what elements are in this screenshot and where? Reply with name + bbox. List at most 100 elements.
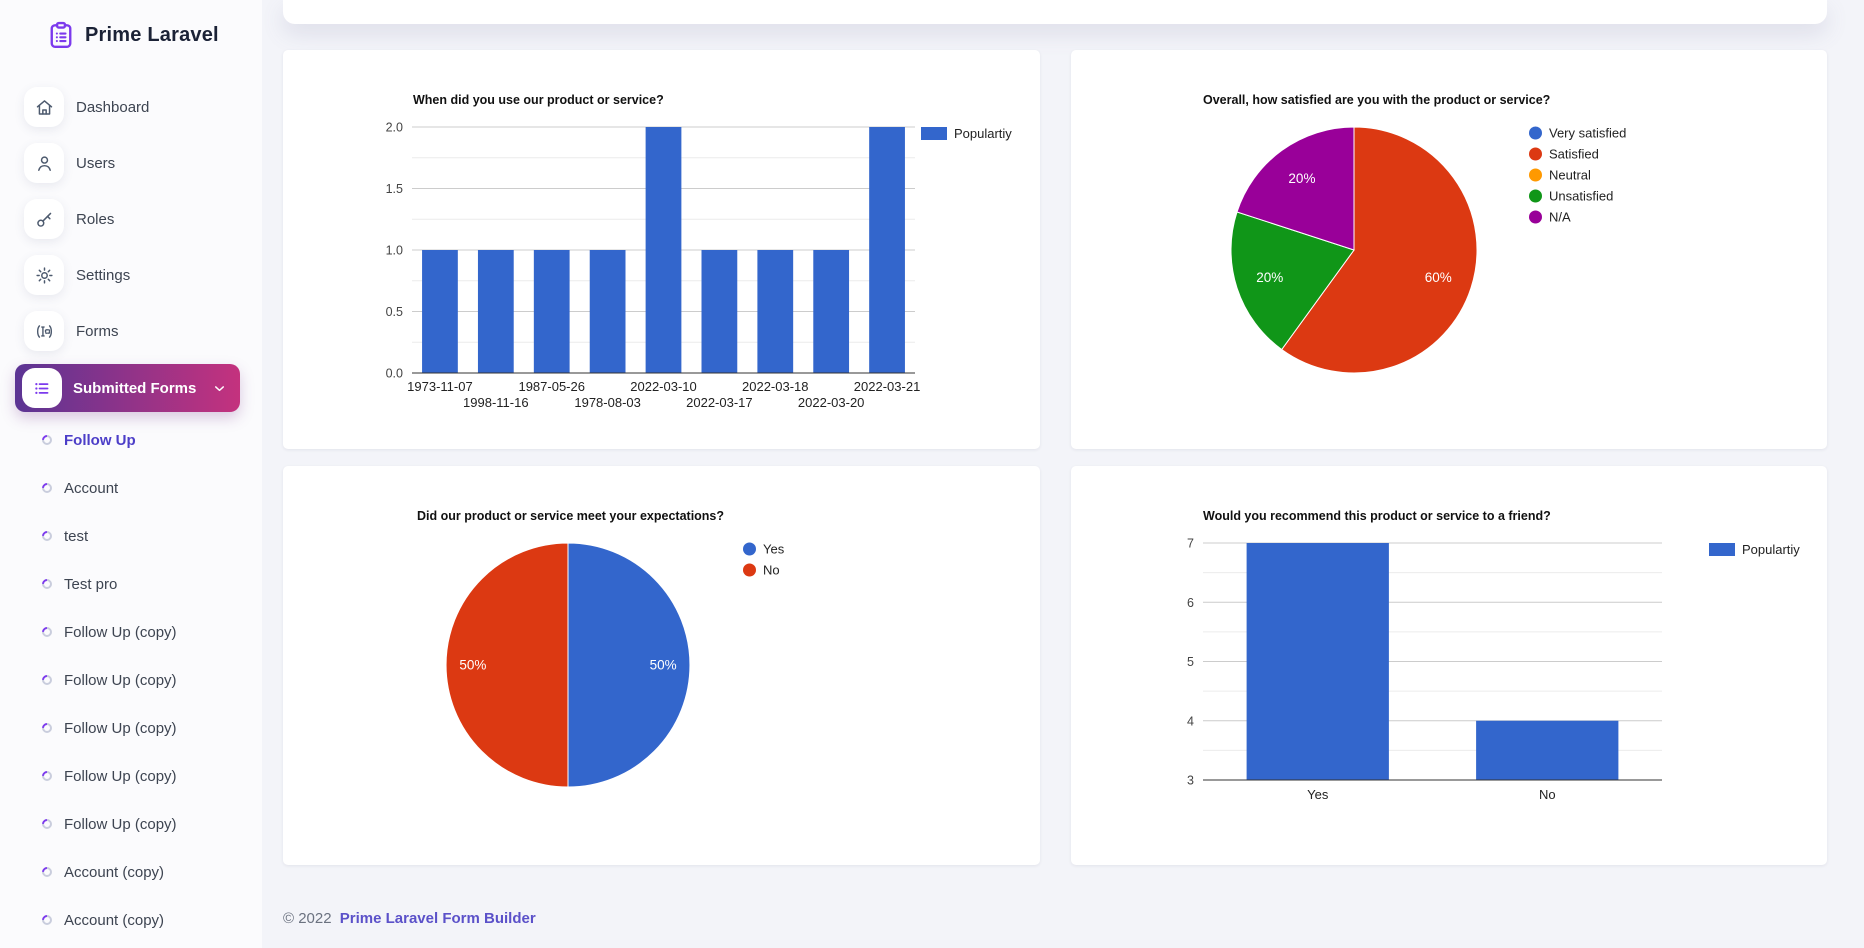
legend-label: No xyxy=(763,563,780,578)
user-icon xyxy=(24,143,64,183)
legend-label: Very satisfied xyxy=(1549,126,1626,141)
submitted-form-item-follow-up-copy[interactable]: Follow Up (copy) xyxy=(0,656,262,704)
submitted-form-item-follow-up-copy[interactable]: Follow Up (copy) xyxy=(0,752,262,800)
y-axis-label: 3 xyxy=(1187,774,1194,788)
bar-chart-recommend: 3 4 5 6 7 Yes No Populartiy xyxy=(1187,537,1800,803)
form-bullet-icon xyxy=(39,816,55,832)
sidebar-item-users[interactable]: Users xyxy=(0,135,262,191)
x-axis-label: 2022-03-17 xyxy=(686,395,753,410)
chart-card-usage: When did you use our product or service?… xyxy=(283,50,1040,449)
home-icon xyxy=(24,87,64,127)
bar-1973-11-07[interactable] xyxy=(422,250,458,373)
y-axis-label: 1.5 xyxy=(386,182,403,196)
submitted-form-item-account-copy[interactable]: Account (copy) xyxy=(0,896,262,944)
form-item-label: Follow Up (copy) xyxy=(64,767,177,785)
form-item-label: Follow Up (copy) xyxy=(64,815,177,833)
forms-icon xyxy=(24,311,64,351)
bar-2022-03-17[interactable] xyxy=(701,250,738,373)
legend-label: Neutral xyxy=(1549,168,1591,183)
submitted-form-item-test-pro[interactable]: Test pro xyxy=(0,560,262,608)
submitted-forms-list: Follow Up Account test Test pro Follow U… xyxy=(0,416,262,944)
form-item-label: Follow Up (copy) xyxy=(64,623,177,641)
form-item-label: Follow Up xyxy=(64,431,136,449)
sidebar-item-label: Dashboard xyxy=(76,98,150,116)
form-bullet-icon xyxy=(39,720,55,736)
topbar xyxy=(283,0,1827,24)
legend-label: Satisfied xyxy=(1549,147,1599,162)
sidebar-item-roles[interactable]: Roles xyxy=(0,191,262,247)
main-content: When did you use our product or service?… xyxy=(262,0,1864,948)
bar-1998-11-16[interactable] xyxy=(477,250,514,373)
legend-swatch xyxy=(1529,210,1542,224)
chevron-down-icon[interactable] xyxy=(212,381,227,396)
bar-no[interactable] xyxy=(1476,720,1619,780)
legend-swatch xyxy=(1529,189,1542,203)
submitted-form-item-account-copy[interactable]: Account (copy) xyxy=(0,848,262,896)
pie-slice-satisfied[interactable] xyxy=(1281,126,1478,374)
logo-text: Prime Laravel xyxy=(85,23,219,46)
logo[interactable]: Prime Laravel xyxy=(0,0,262,50)
bar-2022-03-18[interactable] xyxy=(757,250,794,373)
submitted-form-item-follow-up[interactable]: Follow Up xyxy=(0,416,262,464)
legend-swatch xyxy=(1529,168,1542,182)
pie-slice-value: 20% xyxy=(1288,171,1315,186)
bar-2022-03-10[interactable] xyxy=(645,127,682,373)
legend-label: Yes xyxy=(763,542,785,557)
x-axis-label: No xyxy=(1539,787,1556,802)
legend-swatch xyxy=(921,127,947,140)
y-axis-label: 4 xyxy=(1187,714,1194,728)
pie-slice-no[interactable] xyxy=(445,542,569,788)
sidebar-item-label: Settings xyxy=(76,266,131,284)
submitted-form-item-follow-up-copy[interactable]: Follow Up (copy) xyxy=(0,608,262,656)
x-axis-label: 1973-11-07 xyxy=(407,379,473,394)
submitted-form-item-account[interactable]: Account xyxy=(0,464,262,512)
legend-swatch xyxy=(1529,147,1542,161)
bar-yes[interactable] xyxy=(1246,543,1389,780)
bar-1987-05-26[interactable] xyxy=(533,250,570,373)
x-axis-label: 1978-08-03 xyxy=(574,395,641,410)
sidebar-item-dashboard[interactable]: Dashboard xyxy=(0,79,262,135)
footer-link[interactable]: Prime Laravel Form Builder xyxy=(339,910,536,927)
pie-slice-value: 50% xyxy=(459,658,486,673)
sidebar-item-label: Forms xyxy=(76,322,119,340)
pie-slice-value: 60% xyxy=(1425,270,1452,285)
chart-title: Would you recommend this product or serv… xyxy=(1203,509,1551,523)
y-axis-label: 5 xyxy=(1187,655,1194,669)
x-axis-label: Yes xyxy=(1307,787,1329,802)
x-axis-label: 1998-11-16 xyxy=(463,395,529,410)
legend-label: Populartiy xyxy=(1742,542,1800,557)
legend-label: Unsatisfied xyxy=(1549,189,1613,204)
submitted-form-item-follow-up-copy[interactable]: Follow Up (copy) xyxy=(0,800,262,848)
pie-slice-value: 50% xyxy=(650,658,677,673)
form-bullet-icon xyxy=(39,672,55,688)
pie-slice-yes[interactable] xyxy=(567,542,691,788)
submitted-forms-label: Submitted Forms xyxy=(73,379,197,397)
bar-2022-03-20[interactable] xyxy=(813,250,850,373)
form-bullet-icon xyxy=(39,432,55,448)
form-bullet-icon xyxy=(39,912,55,928)
submitted-form-item-follow-up-copy[interactable]: Follow Up (copy) xyxy=(0,704,262,752)
bar-2022-03-21[interactable] xyxy=(869,127,905,373)
list-icon xyxy=(22,368,62,408)
sidebar-item-submitted-forms[interactable]: Submitted Forms xyxy=(15,364,240,412)
pie-slice-n-a[interactable] xyxy=(1236,126,1355,251)
bar-chart-usage: 0.0 0.5 1.0 1.5 2.0 1973-11-071998-11-161987-… xyxy=(386,121,1013,411)
key-icon xyxy=(24,199,64,239)
sidebar-nav: Dashboard Users Roles Settings Forms xyxy=(0,79,262,359)
pie-slice-unsatisfied[interactable] xyxy=(1230,211,1355,351)
x-axis-label: 1987-05-26 xyxy=(518,379,585,394)
sidebar-item-forms[interactable]: Forms xyxy=(0,303,262,359)
sidebar-item-settings[interactable]: Settings xyxy=(0,247,262,303)
chart-title: Did our product or service meet your exp… xyxy=(417,509,725,523)
gear-icon xyxy=(24,255,64,295)
bar-1978-08-03[interactable] xyxy=(589,250,626,373)
legend-swatch xyxy=(743,563,756,577)
y-axis-label: 1.0 xyxy=(386,244,403,258)
y-axis-label: 6 xyxy=(1187,596,1194,610)
clipboard-logo-icon xyxy=(50,21,72,48)
submitted-form-item-test[interactable]: test xyxy=(0,512,262,560)
chart-title: Overall, how satisfied are you with the … xyxy=(1203,93,1551,107)
copyright-text: © 2022 xyxy=(283,910,332,927)
legend-label: N/A xyxy=(1549,210,1571,225)
legend-swatch xyxy=(1529,126,1542,140)
